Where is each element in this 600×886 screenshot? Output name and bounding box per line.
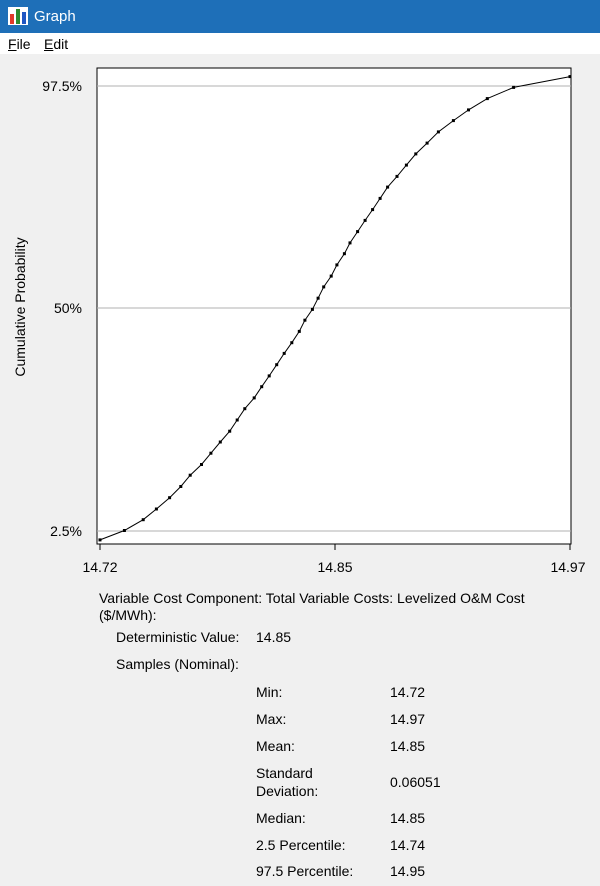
cdf-data-point	[260, 385, 264, 389]
cdf-data-point	[141, 518, 145, 522]
stat-value-p2-5: 14.74	[390, 837, 426, 853]
cdf-data-point	[316, 296, 320, 300]
cdf-data-point	[179, 485, 183, 488]
cdf-data-point	[303, 318, 307, 322]
stat-value-median: 14.85	[390, 810, 426, 826]
cdf-data-point	[275, 363, 279, 367]
x-tick-label-mid: 14.85	[317, 559, 352, 575]
deterministic-label: Deterministic Value:	[116, 629, 240, 645]
cdf-data-point	[218, 440, 222, 444]
menu-edit[interactable]: Edit	[44, 36, 69, 52]
stat-value-mean: 14.85	[390, 738, 426, 754]
title-bar: Graph	[0, 0, 600, 33]
caption-line-1: Variable Cost Component: Total Variable …	[99, 590, 525, 606]
cdf-data-point	[342, 252, 346, 256]
cdf-data-point	[329, 274, 333, 278]
stat-value-stddev: 0.06051	[390, 774, 441, 790]
cdf-data-point	[425, 141, 429, 145]
cdf-data-point	[243, 407, 247, 411]
y-tick-label-top: 97.5%	[42, 78, 82, 94]
cdf-series-points	[98, 75, 572, 542]
cdf-data-point	[404, 163, 408, 167]
cdf-data-point	[363, 218, 367, 222]
stat-value-min: 14.72	[390, 684, 426, 700]
cdf-data-point	[122, 529, 126, 532]
cdf-data-point	[335, 263, 339, 267]
chart-app-icon	[8, 7, 28, 25]
stat-value-max: 14.97	[390, 711, 426, 727]
cdf-chart: 97.5% 50% 2.5% 14.72 14.85 14.97 Cumulat…	[12, 67, 586, 575]
caption-line-2: ($/MWh):	[99, 607, 157, 623]
cdf-data-point	[209, 451, 213, 455]
cdf-data-point	[267, 374, 271, 378]
cdf-data-point	[310, 307, 314, 311]
cdf-data-point	[436, 130, 440, 134]
stat-label-min: Min:	[256, 684, 283, 700]
cdf-data-point	[98, 538, 102, 542]
stat-label-max: Max:	[256, 711, 287, 727]
cdf-data-point	[200, 463, 203, 466]
cdf-data-point	[512, 85, 516, 89]
cdf-data-point	[322, 285, 326, 289]
plot-area	[96, 67, 572, 545]
y-tick-label-mid: 50%	[54, 300, 82, 316]
cdf-data-point	[252, 396, 256, 400]
menu-file[interactable]: File	[8, 36, 31, 52]
stat-label-p2-5: 2.5 Percentile:	[256, 837, 346, 853]
cdf-data-point	[386, 185, 390, 189]
menu-bar: File Edit	[0, 33, 600, 54]
cdf-data-point	[414, 152, 418, 156]
cdf-data-point	[568, 75, 572, 79]
cdf-data-point	[467, 108, 470, 112]
y-axis-label: Cumulative Probability	[12, 237, 28, 376]
stat-label-p97-5: 97.5 Percentile:	[256, 863, 354, 879]
cdf-data-point	[348, 241, 352, 245]
stat-label-median: Median:	[256, 810, 306, 826]
x-tick-label-left: 14.72	[82, 559, 117, 575]
cdf-data-point	[282, 351, 286, 355]
cdf-data-point	[485, 97, 489, 101]
stat-value-p97-5: 14.95	[390, 863, 426, 879]
cdf-data-point	[188, 473, 192, 477]
cdf-data-point	[378, 196, 382, 200]
cdf-data-point	[235, 418, 239, 422]
cdf-data-point	[356, 230, 360, 234]
deterministic-value: 14.85	[256, 629, 292, 645]
stat-label-mean: Mean:	[256, 738, 295, 754]
cdf-data-point	[371, 208, 375, 212]
cdf-data-point	[290, 341, 294, 345]
cdf-data-point	[297, 329, 301, 333]
stat-label-stddev: Standard Deviation:	[256, 765, 319, 799]
cdf-data-point	[395, 174, 399, 178]
x-tick-label-right: 14.97	[550, 559, 585, 575]
y-tick-label-bottom: 2.5%	[50, 523, 82, 539]
samples-label: Samples (Nominal):	[116, 656, 239, 672]
cdf-data-point	[154, 507, 158, 511]
window-title: Graph	[34, 8, 76, 25]
cdf-data-point	[168, 496, 172, 500]
cdf-data-point	[228, 429, 232, 433]
cdf-data-point	[451, 119, 455, 123]
